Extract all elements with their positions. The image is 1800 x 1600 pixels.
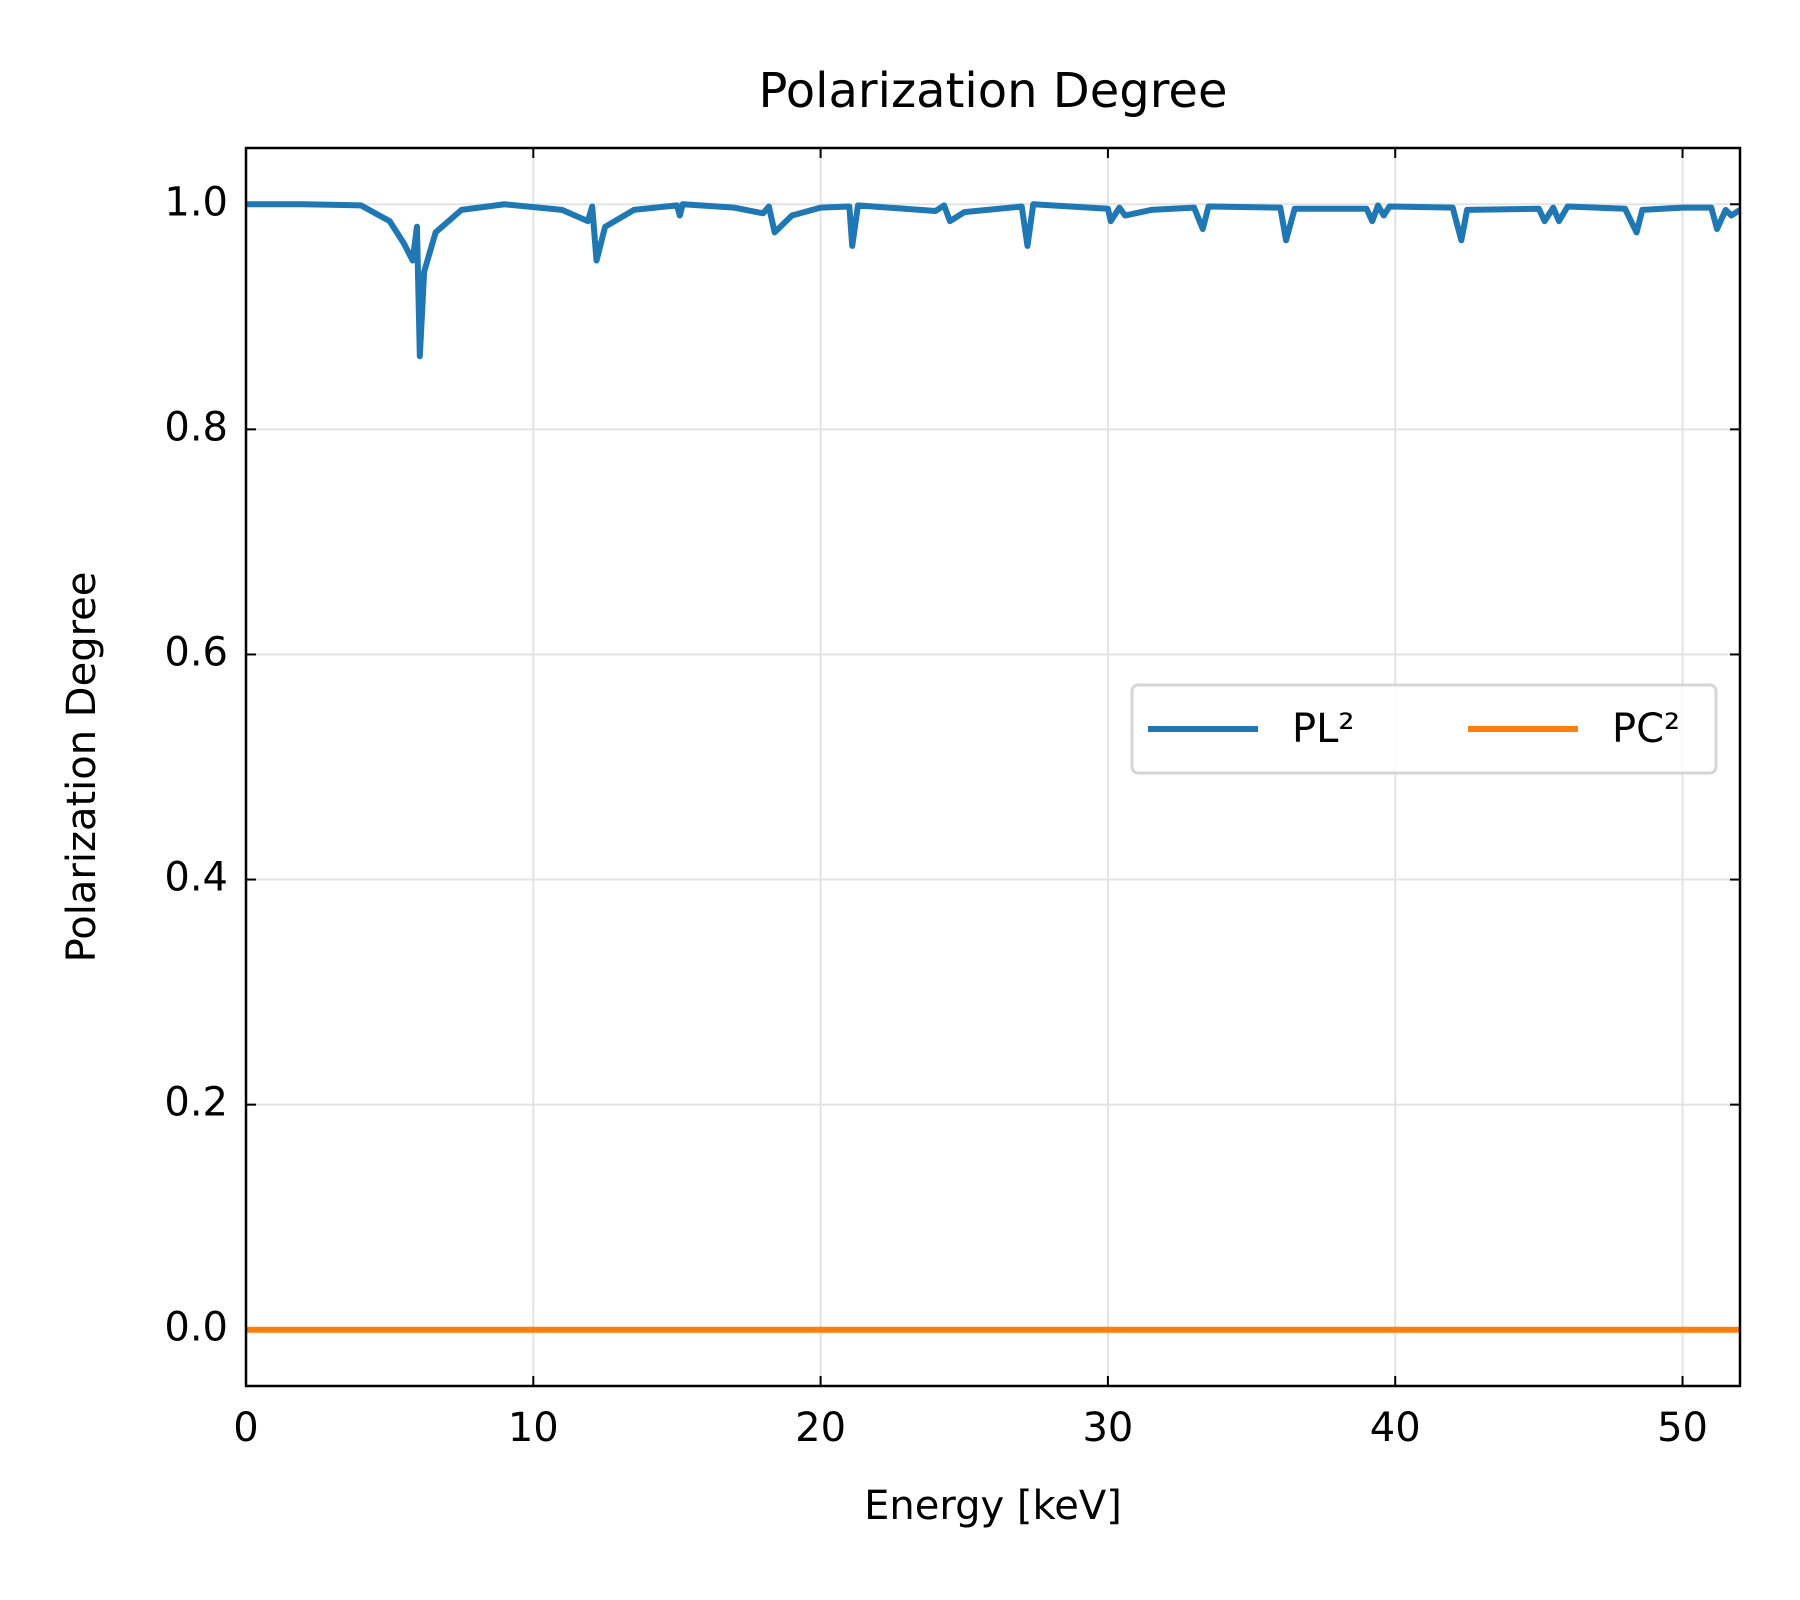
x-tick-label: 0 [233,1405,258,1451]
plot-frame [244,146,1742,1388]
legend-label: PC² [1612,706,1680,752]
legend-box [1130,683,1718,775]
legend: PL² PC² [1130,683,1718,775]
x-tick-label: 50 [1657,1405,1708,1451]
y-tick-label: 0.2 [164,1080,228,1126]
x-tick-label: 40 [1370,1405,1421,1451]
y-tick-label: 0.8 [164,404,228,450]
x-axis-label: Energy [keV] [864,1483,1122,1529]
y-tick-label: 0.0 [164,1305,228,1351]
data-line [246,201,1742,360]
x-tick-label: 10 [508,1405,559,1451]
x-tick-label: 20 [795,1405,846,1451]
legend-label: PL² [1292,706,1354,752]
y-axis-label: Polarization Degree [59,572,105,963]
y-tick-label: 0.4 [164,855,228,901]
y-tick-label: 1.0 [164,179,228,225]
chart-title: Polarization Degree [759,63,1228,119]
y-tick-label: 0.6 [164,629,228,675]
x-tick-label: 30 [1082,1405,1133,1451]
